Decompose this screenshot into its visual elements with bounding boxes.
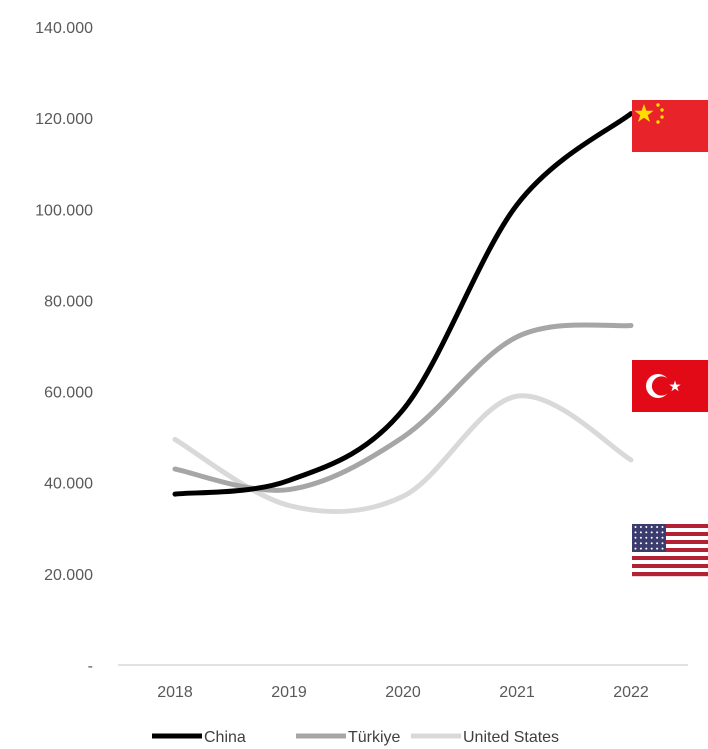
x-tick-label: 2021 [499,684,535,701]
y-tick-label: 80.000 [44,293,93,310]
y-tick-label: 40.000 [44,476,93,493]
legend-label: United States [463,729,559,746]
y-tick-label: 100.000 [35,202,93,219]
series-line-china [172,111,634,497]
series-group [172,111,634,515]
legend: China Türkiye United States [152,729,559,746]
turkiye-flag [632,360,708,412]
y-tick-label: - [88,658,93,675]
y-tick-label: 140.000 [35,20,93,37]
x-tick-label: 2018 [157,684,193,701]
y-tick-label: 60.000 [44,385,93,402]
legend-label: Türkiye [348,729,401,746]
x-tick-label: 2022 [613,684,649,701]
x-tick-label: 2019 [271,684,307,701]
y-tick-label: 20.000 [44,567,93,584]
y-axis-ticks: - 20.000 40.000 60.000 80.000 100.000 120.000 1… [35,20,93,675]
us-flag [632,524,708,577]
legend-label: China [204,729,246,746]
y-tick-label: 120.000 [35,111,93,128]
china-flag [632,100,708,152]
x-axis-ticks: 2018 2019 2020 2021 2022 [157,684,649,701]
x-tick-label: 2020 [385,684,421,701]
